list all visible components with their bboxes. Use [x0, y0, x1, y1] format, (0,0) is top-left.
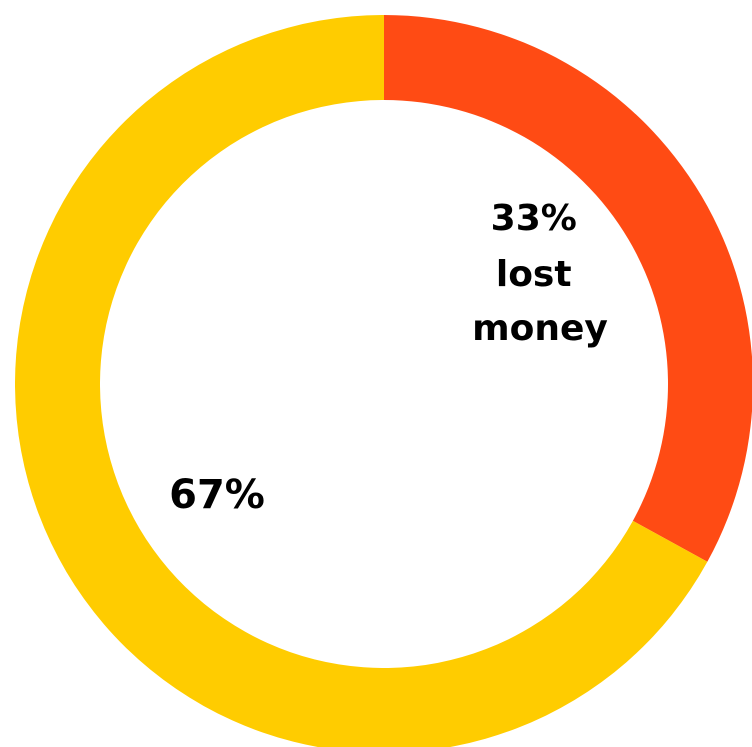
slice-label-lost: 33% lost money — [472, 198, 608, 349]
slice-label-remaining: 67% — [169, 472, 265, 518]
slice-label-lost-line-1: 33% — [491, 198, 577, 239]
slice-label-lost-line-2: lost — [496, 254, 572, 295]
slice-label-lost-line-3: money — [472, 308, 608, 349]
donut-slices — [15, 15, 752, 747]
donut-slice-0 — [384, 15, 752, 562]
